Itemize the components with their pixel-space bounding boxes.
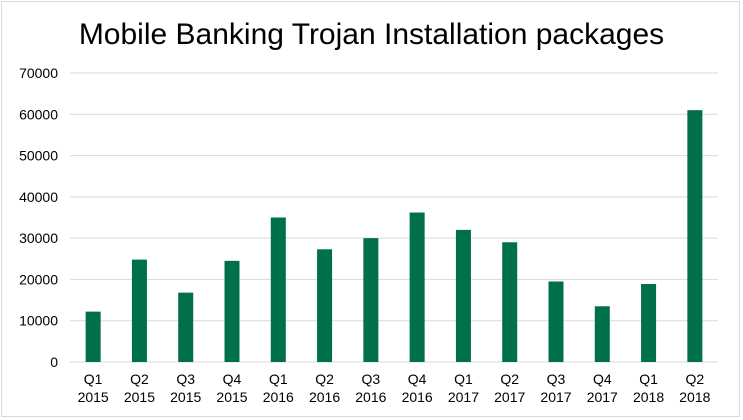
- y-tick-label: 0: [50, 354, 58, 370]
- bar: [409, 212, 425, 362]
- y-tick-label: 70000: [19, 65, 58, 81]
- y-axis-ticks: 0 10000 20000 30000 40000 50000 60000 70000: [19, 65, 58, 370]
- x-tick-year: 2015: [124, 389, 155, 405]
- y-tick-label: 20000: [19, 271, 58, 287]
- x-tick-quarter: Q3: [176, 371, 195, 387]
- bar: [224, 260, 240, 362]
- gridlines: [70, 72, 718, 363]
- bar: [641, 283, 657, 362]
- chart-title: Mobile Banking Trojan Installation packa…: [78, 18, 665, 51]
- x-tick-quarter: Q2: [315, 371, 334, 387]
- x-tick-quarter: Q4: [408, 371, 427, 387]
- bar: [502, 242, 518, 362]
- y-tick-label: 60000: [19, 106, 58, 122]
- x-tick-year: 2016: [263, 389, 294, 405]
- x-tick-year: 2017: [587, 389, 618, 405]
- x-tick-quarter: Q3: [362, 371, 381, 387]
- x-tick-year: 2018: [679, 389, 710, 405]
- x-tick-quarter: Q1: [84, 371, 103, 387]
- x-tick-quarter: Q2: [686, 371, 705, 387]
- x-tick-year: 2016: [309, 389, 340, 405]
- y-tick-label: 10000: [19, 313, 58, 329]
- x-tick-year: 2015: [216, 389, 247, 405]
- y-tick-label: 50000: [19, 148, 58, 164]
- x-tick-year: 2015: [78, 389, 109, 405]
- bar: [317, 249, 333, 362]
- x-tick-quarter: Q4: [223, 371, 242, 387]
- x-tick-quarter: Q2: [130, 371, 149, 387]
- bar: [178, 292, 194, 362]
- bar: [270, 217, 286, 362]
- x-tick-year: 2017: [448, 389, 479, 405]
- x-tick-year: 2016: [402, 389, 433, 405]
- bar: [131, 259, 147, 362]
- bar: [363, 238, 379, 362]
- x-tick-year: 2017: [540, 389, 571, 405]
- x-tick-quarter: Q4: [593, 371, 612, 387]
- bar: [85, 311, 101, 362]
- bar: [455, 229, 471, 362]
- x-tick-quarter: Q1: [454, 371, 473, 387]
- bars: [85, 110, 703, 363]
- x-tick-quarter: Q2: [500, 371, 519, 387]
- x-tick-quarter: Q1: [269, 371, 288, 387]
- bar: [687, 110, 703, 363]
- x-axis-ticks: Q1 2015 Q2 2015 Q3 2015 Q4 2015 Q1 2016 Q2 2016 Q3 20…: [78, 371, 711, 405]
- bar: [594, 306, 610, 362]
- y-tick-label: 30000: [19, 230, 58, 246]
- bar: [548, 281, 564, 362]
- x-tick-year: 2018: [633, 389, 664, 405]
- x-tick-year: 2015: [170, 389, 201, 405]
- x-tick-quarter: Q1: [639, 371, 658, 387]
- x-tick-year: 2016: [355, 389, 386, 405]
- y-tick-label: 40000: [19, 189, 58, 205]
- x-tick-year: 2017: [494, 389, 525, 405]
- x-tick-quarter: Q3: [547, 371, 566, 387]
